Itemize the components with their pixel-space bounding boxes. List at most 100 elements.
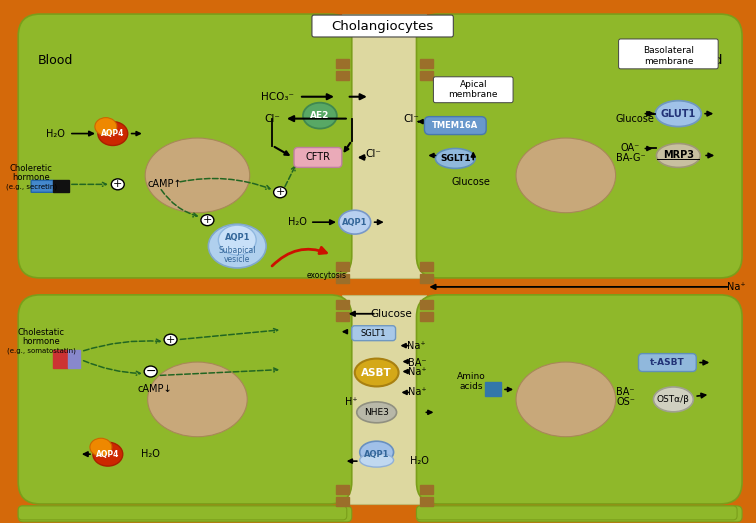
Text: Cl⁻: Cl⁻	[404, 113, 420, 123]
Text: Na⁺: Na⁺	[408, 367, 427, 377]
Text: membrane: membrane	[448, 90, 498, 99]
Text: Choleretic: Choleretic	[10, 164, 53, 173]
FancyBboxPatch shape	[639, 354, 696, 371]
Text: Na⁺: Na⁺	[408, 388, 427, 397]
Text: CFTR: CFTR	[305, 152, 330, 163]
Text: +: +	[203, 215, 212, 225]
Bar	[68, 349, 80, 368]
Text: AQP1: AQP1	[342, 218, 367, 226]
Text: TMEM16A: TMEM16A	[432, 121, 479, 130]
Ellipse shape	[111, 179, 124, 190]
Text: ASBT: ASBT	[361, 368, 392, 378]
Text: SGLT1: SGLT1	[440, 154, 471, 163]
Bar	[336, 485, 349, 494]
Text: Blood: Blood	[37, 54, 73, 67]
Ellipse shape	[516, 138, 615, 213]
Bar	[336, 262, 349, 271]
Text: MRP3: MRP3	[663, 151, 694, 161]
Text: cAMP↑: cAMP↑	[147, 179, 182, 189]
Text: H⁺: H⁺	[345, 397, 358, 407]
Text: Cholestatic: Cholestatic	[17, 328, 64, 337]
Text: exocytosis: exocytosis	[307, 271, 347, 280]
FancyBboxPatch shape	[294, 147, 342, 167]
Ellipse shape	[201, 215, 214, 225]
Ellipse shape	[274, 187, 287, 198]
Bar	[420, 59, 433, 68]
Text: acids: acids	[460, 382, 483, 391]
FancyBboxPatch shape	[18, 295, 352, 504]
Bar	[53, 349, 68, 368]
Text: Cl⁻: Cl⁻	[366, 150, 382, 160]
Text: H₂O: H₂O	[410, 456, 429, 466]
Text: hormone: hormone	[12, 173, 50, 182]
Text: Na⁺: Na⁺	[727, 282, 745, 292]
Text: GLUT1: GLUT1	[661, 109, 696, 119]
Text: AQP1: AQP1	[225, 233, 250, 242]
Text: HCO₃⁻: HCO₃⁻	[261, 92, 293, 101]
Text: BA⁻: BA⁻	[616, 388, 635, 397]
Text: membrane: membrane	[643, 58, 693, 66]
Text: +: +	[166, 335, 175, 345]
Bar	[336, 300, 349, 309]
Ellipse shape	[435, 149, 476, 168]
FancyBboxPatch shape	[18, 506, 352, 522]
Ellipse shape	[655, 101, 702, 127]
Bar	[342, 14, 426, 278]
Ellipse shape	[164, 334, 177, 345]
FancyBboxPatch shape	[417, 506, 737, 520]
Text: cAMP↓: cAMP↓	[138, 384, 172, 394]
Bar	[420, 71, 433, 80]
FancyBboxPatch shape	[417, 506, 742, 522]
Text: Cl⁻: Cl⁻	[264, 113, 280, 123]
Text: AQP4: AQP4	[101, 129, 125, 138]
Text: −: −	[145, 365, 156, 378]
Text: H₂O: H₂O	[141, 449, 160, 459]
Text: OS⁻: OS⁻	[616, 397, 635, 407]
FancyBboxPatch shape	[424, 117, 486, 134]
Ellipse shape	[93, 442, 122, 466]
Bar	[336, 59, 349, 68]
Bar	[336, 312, 349, 321]
Bar	[336, 71, 349, 80]
Ellipse shape	[653, 387, 693, 412]
Bar	[420, 274, 433, 283]
Bar	[336, 497, 349, 506]
Text: H₂O: H₂O	[45, 129, 64, 139]
Text: AQP4: AQP4	[96, 450, 119, 459]
FancyBboxPatch shape	[433, 77, 513, 103]
Text: t-ASBT: t-ASBT	[650, 358, 685, 367]
Text: BA⁻: BA⁻	[408, 358, 426, 368]
Text: Glucose: Glucose	[615, 113, 654, 123]
Ellipse shape	[218, 225, 256, 255]
Ellipse shape	[147, 362, 247, 437]
Text: +: +	[275, 187, 285, 197]
FancyBboxPatch shape	[312, 15, 454, 37]
Text: +: +	[113, 179, 122, 189]
FancyBboxPatch shape	[18, 14, 352, 278]
FancyBboxPatch shape	[417, 295, 742, 504]
Ellipse shape	[516, 362, 615, 437]
FancyBboxPatch shape	[18, 506, 347, 520]
Text: OSTα/β: OSTα/β	[657, 395, 689, 404]
Text: AE2: AE2	[310, 111, 330, 120]
Text: Blood: Blood	[687, 54, 723, 67]
FancyBboxPatch shape	[618, 39, 718, 69]
Text: Glucose: Glucose	[370, 309, 413, 319]
Ellipse shape	[98, 122, 128, 145]
Ellipse shape	[355, 359, 398, 386]
Text: Subapical: Subapical	[218, 246, 256, 255]
Text: OA⁻: OA⁻	[621, 143, 640, 153]
Ellipse shape	[90, 438, 112, 456]
Ellipse shape	[360, 441, 394, 463]
FancyArrow shape	[31, 180, 60, 192]
Ellipse shape	[145, 138, 249, 213]
Bar	[53, 180, 69, 192]
Text: (e.g., somatostatin): (e.g., somatostatin)	[7, 347, 76, 354]
Text: AQP1: AQP1	[364, 450, 389, 459]
Ellipse shape	[656, 143, 700, 167]
Text: Amino: Amino	[457, 372, 485, 381]
Bar	[420, 262, 433, 271]
Text: Na⁺: Na⁺	[407, 340, 426, 350]
FancyBboxPatch shape	[352, 326, 395, 340]
Bar	[342, 295, 426, 504]
